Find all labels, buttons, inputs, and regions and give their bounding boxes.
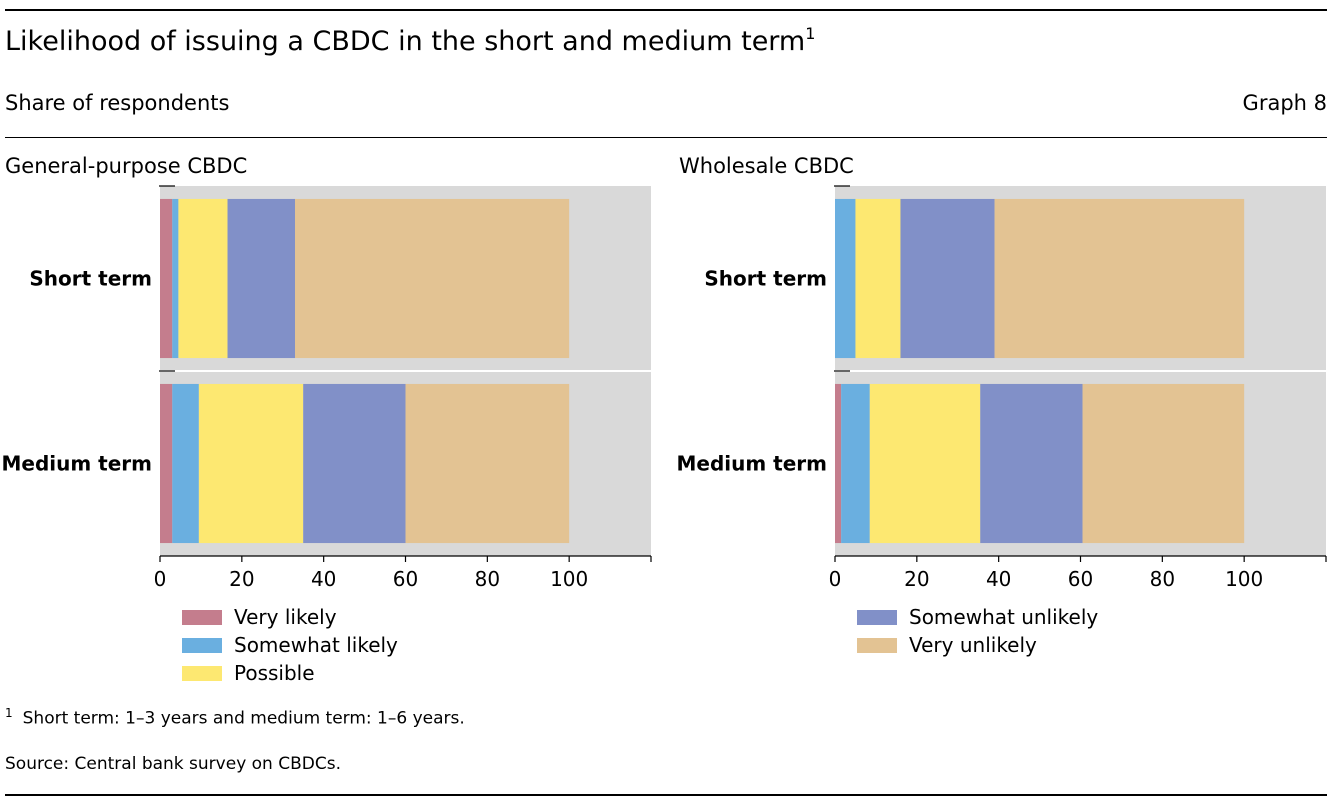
panel-title-wholesale: Wholesale CBDC: [679, 154, 854, 178]
wholesale-cbdc-x-tick-label: 0: [829, 567, 842, 591]
legend-label-very-unlikely: Very unlikely: [909, 633, 1037, 657]
wholesale-cbdc-bar-short-term-possible: [855, 198, 901, 359]
legend-label-possible: Possible: [234, 661, 315, 685]
footnote-text: Short term: 1–3 years and medium term: 1…: [22, 708, 465, 729]
general-purpose-cbdc-x-tick-label: 0: [154, 567, 167, 591]
legend-label-somewhat-likely: Somewhat likely: [234, 633, 398, 657]
legend-left: Very likely Somewhat likely Possible: [182, 603, 398, 687]
wholesale-cbdc-x-tick-label: 100: [1225, 567, 1263, 591]
wholesale-cbdc-x-tick-label: 80: [1150, 567, 1175, 591]
general-purpose-cbdc-category-label: Medium term: [1, 452, 152, 476]
general-purpose-cbdc-bar-medium-term-possible: [198, 383, 304, 544]
general-purpose-cbdc-category-label: Short term: [29, 267, 152, 291]
chart-subtitle: Share of respondents: [5, 91, 230, 115]
wholesale-cbdc-category-label: Short term: [704, 267, 827, 291]
legend-label-somewhat-unlikely: Somewhat unlikely: [909, 605, 1099, 629]
general-purpose-cbdc-bar-short-term-somewhat-unlikely: [227, 198, 296, 359]
general-purpose-cbdc-bar-short-term-somewhat-likely: [172, 198, 179, 359]
wholesale-cbdc-x-tick-label: 40: [986, 567, 1011, 591]
panel-title-general-purpose: General-purpose CBDC: [5, 154, 248, 178]
general-purpose-cbdc-bar-medium-term-very-unlikely: [405, 383, 570, 544]
legend-swatch-somewhat-unlikely: [857, 609, 897, 625]
wholesale-cbdc-category-label: Medium term: [676, 452, 827, 476]
general-purpose-cbdc-bar-short-term-possible: [178, 198, 228, 359]
legend-item-very-unlikely: Very unlikely: [857, 631, 1098, 659]
wholesale-cbdc-bar-medium-term-somewhat-likely: [841, 383, 870, 544]
general-purpose-cbdc-x-tick-label: 60: [393, 567, 418, 591]
wholesale-cbdc-bar-medium-term-very-unlikely: [1082, 383, 1245, 544]
legend-item-somewhat-unlikely: Somewhat unlikely: [857, 603, 1098, 631]
general-purpose-cbdc-x-tick-label: 20: [229, 567, 254, 591]
general-purpose-cbdc-x-tick-label: 40: [311, 567, 336, 591]
chart-title: Likelihood of issuing a CBDC in the shor…: [5, 24, 816, 57]
wholesale-cbdc-bar-short-term-somewhat-unlikely: [900, 198, 995, 359]
legend-item-somewhat-likely: Somewhat likely: [182, 631, 398, 659]
bottom-rule: [5, 794, 1327, 796]
footnote-marker: 1: [5, 706, 13, 720]
legend-right: Somewhat unlikely Very unlikely: [857, 603, 1098, 659]
general-purpose-cbdc-bar-medium-term-somewhat-likely: [172, 383, 199, 544]
legend-swatch-possible: [182, 665, 222, 681]
header-rule: [5, 137, 1327, 138]
wholesale-cbdc-bar-medium-term-possible: [869, 383, 981, 544]
legend-item-possible: Possible: [182, 659, 398, 687]
wholesale-cbdc-x-tick-label: 20: [904, 567, 929, 591]
legend-label-very-likely: Very likely: [234, 605, 337, 629]
source-note: Source: Central bank survey on CBDCs.: [5, 754, 341, 774]
general-purpose-cbdc-bar-short-term-very-unlikely: [295, 198, 570, 359]
legend-item-very-likely: Very likely: [182, 603, 398, 631]
legend-swatch-very-likely: [182, 609, 222, 625]
legend-swatch-somewhat-likely: [182, 637, 222, 653]
top-rule: [5, 9, 1327, 11]
wholesale-cbdc-bar-short-term-very-unlikely: [994, 198, 1245, 359]
wholesale-cbdc-bar-short-term-somewhat-likely: [835, 198, 856, 359]
graph-number: Graph 8: [1242, 91, 1327, 115]
wholesale-cbdc-x-tick-label: 60: [1068, 567, 1093, 591]
footnote: 1 Short term: 1–3 years and medium term: …: [5, 706, 465, 729]
general-purpose-cbdc-x-tick-label: 100: [550, 567, 588, 591]
legend-swatch-very-unlikely: [857, 637, 897, 653]
general-purpose-cbdc-bar-short-term-very-likely: [160, 198, 173, 359]
title-footnote-marker: 1: [805, 24, 816, 43]
general-purpose-cbdc-bar-medium-term-somewhat-unlikely: [303, 383, 406, 544]
wholesale-cbdc-bar-medium-term-very-likely: [835, 383, 842, 544]
general-purpose-cbdc-bar-medium-term-very-likely: [160, 383, 173, 544]
general-purpose-cbdc-x-tick-label: 80: [475, 567, 500, 591]
wholesale-cbdc-bar-medium-term-somewhat-unlikely: [980, 383, 1083, 544]
